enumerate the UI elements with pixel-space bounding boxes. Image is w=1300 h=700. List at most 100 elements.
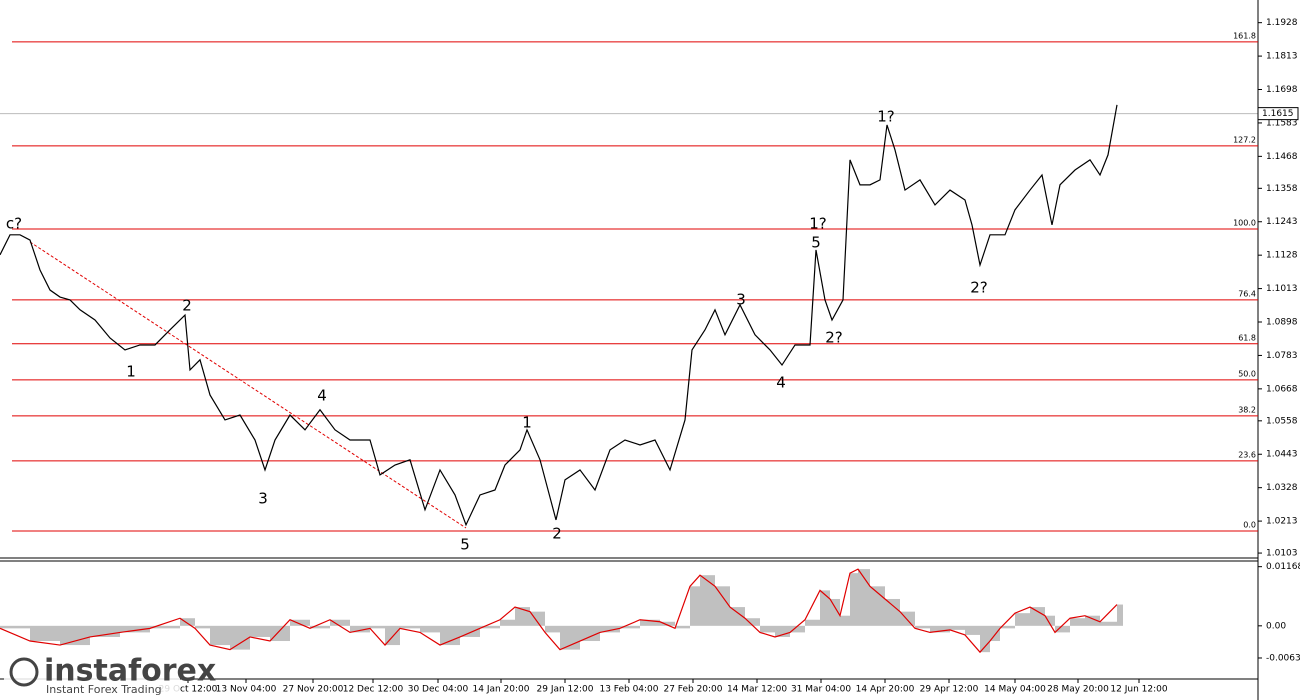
osc-bar: [400, 625, 420, 629]
wave-label: 2?: [825, 328, 843, 346]
y-tick-label: 1.0668: [1266, 384, 1298, 394]
osc-bar: [775, 625, 790, 637]
y-tick-label: 1.1468: [1266, 152, 1298, 162]
osc-bar: [150, 625, 180, 629]
osc-bar: [820, 590, 830, 626]
osc-bar: [1000, 625, 1015, 629]
osc-line: [0, 568, 1118, 654]
fib-label: 100.0: [1233, 219, 1256, 228]
osc-bar: [290, 619, 310, 626]
y-tick-label: 1.0558: [1266, 416, 1298, 426]
fib-label: 0.0: [1243, 520, 1256, 529]
osc-tick-label: 0.00: [1266, 621, 1286, 631]
price-line: [0, 104, 1118, 527]
fib-label: 38.2: [1238, 405, 1256, 414]
osc-bar: [950, 625, 965, 630]
y-tick-label: 1.1698: [1266, 85, 1298, 95]
x-tick-label: 29 Apr 12:00: [920, 685, 979, 695]
osc-bar: [330, 619, 350, 626]
osc-bar: [850, 573, 858, 626]
osc-bar: [885, 598, 900, 626]
x-tick-label: 12 Dec 12:00: [343, 685, 404, 695]
osc-bar: [195, 625, 210, 629]
watermark-box: [4, 652, 180, 698]
wave-label: 1?: [877, 107, 895, 125]
wave-label: 1: [522, 413, 532, 431]
y-tick-label: 1.0898: [1266, 318, 1298, 328]
y-tick-label: 1.1243: [1266, 217, 1298, 227]
x-tick-label: 29 Jan 12:00: [537, 685, 594, 695]
x-tick-label: 13 Feb 04:00: [599, 685, 658, 695]
osc-bar: [120, 625, 150, 633]
osc-bar: [640, 619, 660, 626]
osc-bar: [210, 625, 230, 646]
y-tick-label: 1.1358: [1266, 184, 1298, 194]
osc-bar: [1030, 607, 1045, 626]
y-tick-label: 1.0783: [1266, 351, 1298, 361]
osc-bar: [840, 615, 850, 626]
watermark-brand: instaforex: [44, 654, 216, 689]
y-tick-label: 1.1013: [1266, 284, 1298, 294]
watermark-tagline: Instant Forex Trading: [46, 683, 162, 696]
osc-bar: [715, 586, 730, 626]
fib-label: 161.8: [1233, 31, 1256, 40]
x-tick-label: 30 Dec 04:00: [408, 685, 469, 695]
osc-bar: [310, 625, 330, 629]
osc-bar: [805, 619, 820, 626]
osc-bar: [990, 625, 1000, 642]
fib-label: 61.8: [1238, 333, 1256, 342]
osc-bar: [980, 625, 990, 653]
osc-bar: [460, 625, 480, 637]
osc-bar: [620, 625, 640, 629]
osc-bar: [790, 625, 805, 633]
y-tick-label: 1.0443: [1266, 450, 1298, 460]
osc-tick-label: 0.01168: [1266, 562, 1300, 572]
osc-bar: [30, 625, 60, 642]
y-tick-label: 1.0103: [1266, 549, 1298, 559]
last-price-box: [1257, 107, 1299, 121]
osc-bar: [675, 625, 690, 629]
x-tick-label: 14 Apr 20:00: [856, 685, 915, 695]
y-tick-label: 1.0213: [1266, 517, 1298, 527]
fib-label: 127.2: [1233, 135, 1256, 144]
osc-bar: [500, 619, 515, 626]
wave-label: 3: [258, 490, 268, 508]
wave-label: c?: [6, 215, 22, 233]
x-tick-label: 13 Nov 04:00: [216, 685, 277, 695]
osc-bar: [180, 618, 195, 626]
osc-bar: [690, 586, 700, 626]
osc-bar: [1100, 621, 1117, 626]
y-tick-label: 1.1583: [1266, 118, 1298, 128]
osc-bar: [250, 625, 270, 637]
y-tick-label: 1.0328: [1266, 483, 1298, 493]
osc-bar: [1055, 625, 1070, 633]
osc-bar: [580, 625, 600, 642]
x-tick-label: 27 Nov 20:00: [283, 685, 344, 695]
fib-label: 76.4: [1238, 289, 1256, 298]
osc-bar: [420, 625, 440, 633]
x-tick-label: 14 Jan 20:00: [473, 685, 530, 695]
wave-label: 2: [552, 524, 562, 542]
osc-bar: [745, 618, 760, 626]
osc-bar: [965, 625, 980, 635]
osc-bar: [930, 625, 950, 633]
wave-label: 1: [126, 363, 136, 381]
osc-bar: [480, 625, 500, 629]
osc-bar: [60, 625, 90, 646]
osc-bar: [230, 625, 250, 650]
osc-bar: [90, 625, 120, 637]
watermark-logo: [9, 657, 39, 687]
x-tick-label: 14 Mar 12:00: [727, 685, 787, 695]
x-tick-label: 12 Jun 12:00: [1110, 685, 1167, 695]
osc-bar: [700, 575, 715, 626]
osc-tick-label: -0.00635: [1266, 653, 1300, 663]
x-tick-label: 27 Feb 20:00: [663, 685, 722, 695]
trend-line: [29, 241, 467, 529]
osc-bar: [830, 598, 840, 626]
last-price-label: 1.1615: [1262, 109, 1294, 119]
wave-label: 4: [776, 374, 786, 392]
osc-bar: [515, 607, 530, 626]
osc-bar: [915, 625, 930, 629]
